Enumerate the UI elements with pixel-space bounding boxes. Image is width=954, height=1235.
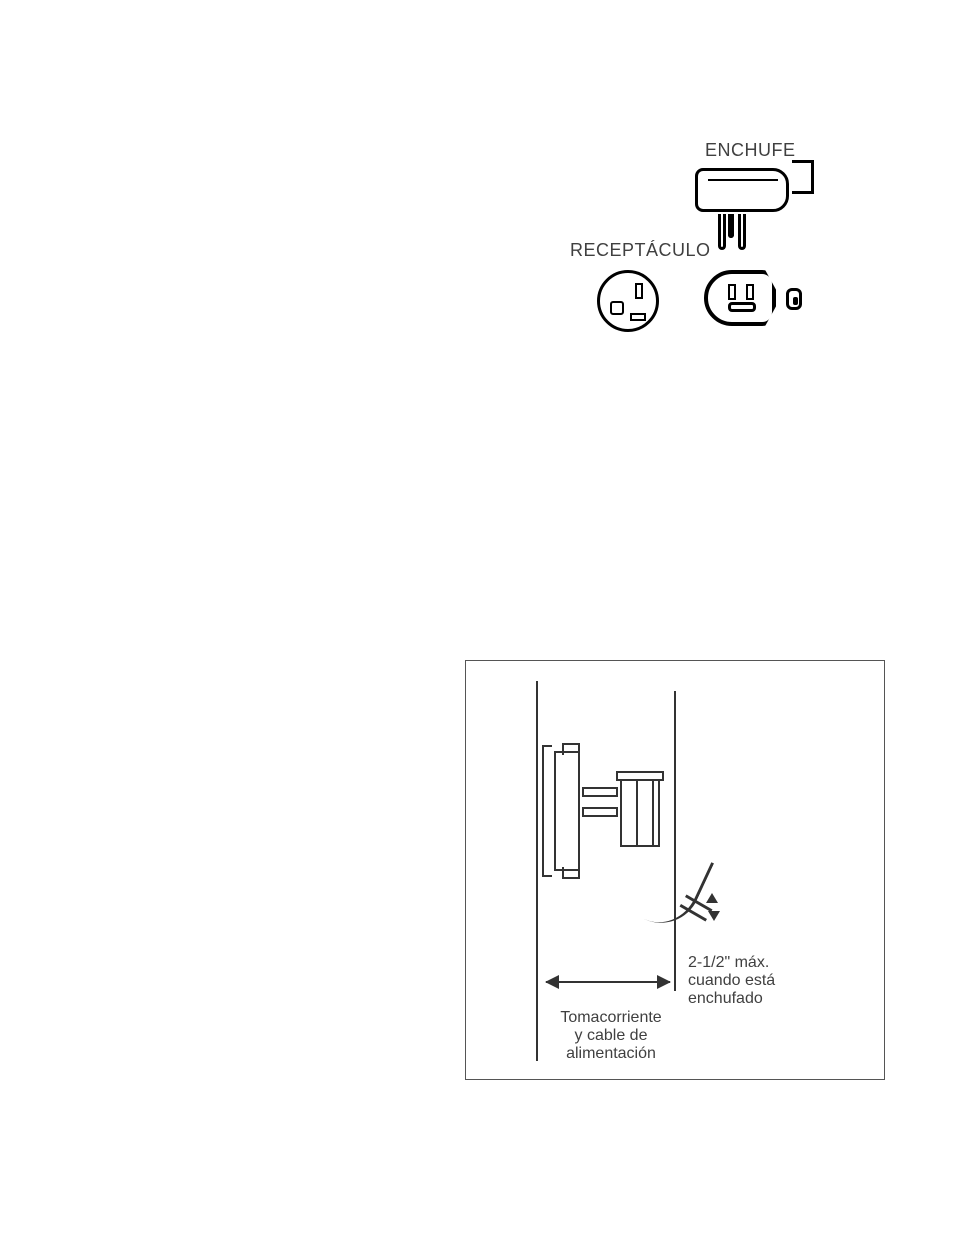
outlet-text-line: alimentación (566, 1045, 656, 1062)
outlet-cord-label: Tomacorriente y cable de alimentación (551, 1009, 671, 1063)
plug-prong-icon (738, 214, 746, 250)
outlet-box-depth-icon (542, 745, 552, 877)
receptacle-ground-nub-icon (786, 288, 802, 310)
receptacle-slot-icon (630, 313, 646, 321)
receptacle-slot-icon (635, 283, 643, 299)
plug-body-icon (695, 168, 789, 212)
power-cord-icon (626, 838, 714, 936)
clearance-text-line: enchufado (688, 990, 763, 1007)
plug-ground-prong-icon (728, 214, 734, 238)
receptacle-label: RECEPTÁCULO (570, 240, 711, 261)
receptacle-slot-icon (746, 284, 754, 300)
clearance-dimension-label: 2-1/2" máx. cuando está enchufado (688, 954, 775, 1008)
clearance-text-line: 2-1/2" máx. (688, 954, 769, 971)
receptacle-slot-icon (610, 301, 624, 315)
plug-seam-icon (708, 179, 778, 181)
dimension-arrow-icon (546, 981, 670, 983)
plug-side-prong-icon (582, 807, 618, 817)
plug-receptacle-diagram: ENCHUFE RECEPTÁCULO (560, 140, 860, 340)
plug-tab-icon (792, 160, 814, 194)
flat-receptacle-icon (704, 270, 776, 326)
plug-side-body-icon (620, 779, 660, 847)
clearance-text-line: cuando está (688, 972, 775, 989)
round-receptacle-icon (597, 270, 659, 332)
plug-prong-icon (718, 214, 726, 250)
receptacle-slot-icon (728, 302, 756, 312)
outlet-text-line: Tomacorriente (560, 1009, 661, 1026)
outlet-plate-icon (554, 751, 580, 871)
cord-zigzag-icon (706, 893, 722, 923)
plug-label: ENCHUFE (705, 140, 796, 161)
plug-rib-icon (652, 779, 654, 847)
plug-side-prong-icon (582, 787, 618, 797)
wall-line-icon (536, 681, 538, 1061)
clearance-line-icon (674, 691, 676, 991)
clearance-diagram: 2-1/2" máx. cuando está enchufado Tomaco… (465, 660, 885, 1080)
receptacle-slot-icon (728, 284, 736, 300)
plug-rib-icon (636, 779, 638, 847)
outlet-text-line: y cable de (575, 1027, 648, 1044)
